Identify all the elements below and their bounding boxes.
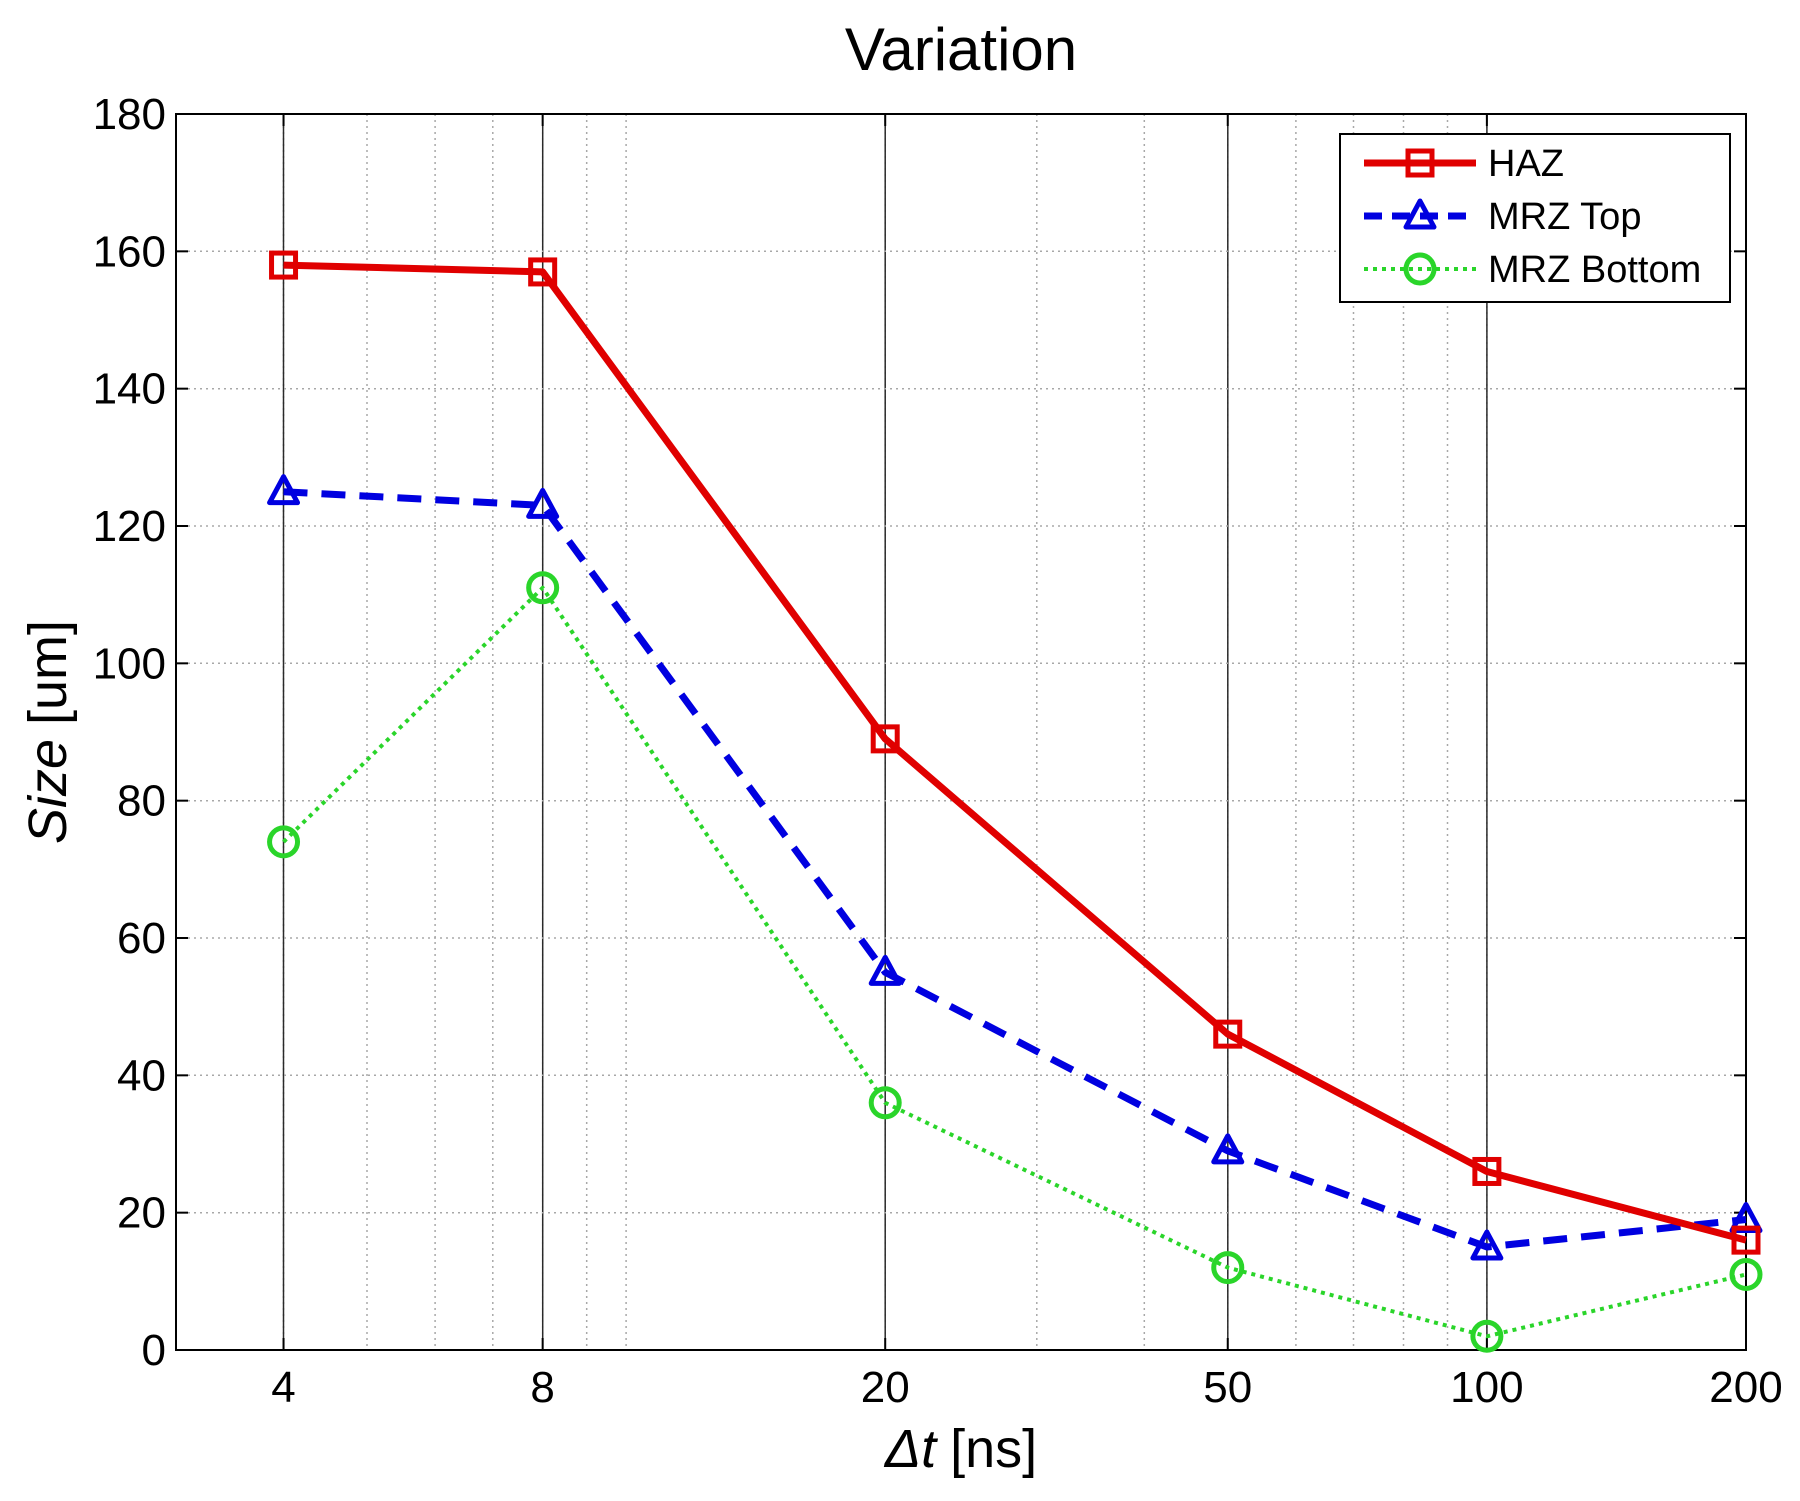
data-point-haz bbox=[528, 257, 558, 287]
axis-ticks: 0 20 40 60 80 100 120 140 160 180 4 8 20 50 100 200 bbox=[93, 90, 1783, 1412]
series-line-haz bbox=[283, 261, 1747, 1244]
data-point-mrz-bottom bbox=[1470, 1319, 1504, 1353]
data-point-haz bbox=[870, 724, 900, 754]
data-point-mrz-bottom bbox=[267, 825, 301, 859]
data-point-mrz-top bbox=[868, 954, 902, 986]
legend-item-haz: HAZ bbox=[1364, 143, 1564, 185]
series-line-mrz-bottom bbox=[282, 585, 1747, 1339]
data-point-mrz-top bbox=[1211, 1133, 1245, 1165]
series-haz bbox=[269, 250, 1761, 1255]
legend-item-mrz-top: MRZ Top bbox=[1364, 196, 1641, 238]
legend: HAZ MRZ Top MRZ Bottom bbox=[1339, 133, 1731, 303]
x-tick-label: 100 bbox=[1450, 1363, 1523, 1412]
y-tick-label: 180 bbox=[93, 90, 166, 139]
plot-frame bbox=[175, 113, 1747, 1351]
data-point-haz bbox=[269, 250, 299, 280]
data-point-mrz-bottom bbox=[868, 1086, 902, 1120]
data-point-mrz-top bbox=[267, 474, 301, 506]
legend-items: HAZ MRZ Top MRZ Bottom bbox=[1364, 143, 1701, 291]
data-point-haz bbox=[1472, 1156, 1502, 1186]
data-point-mrz-bottom bbox=[526, 571, 560, 605]
legend-marker-mrz-bottom bbox=[1403, 252, 1437, 286]
y-tick-label: 160 bbox=[93, 227, 166, 276]
data-point-mrz-top bbox=[1470, 1229, 1504, 1261]
x-tick-label: 20 bbox=[861, 1363, 910, 1412]
data-point-haz bbox=[1731, 1225, 1761, 1255]
legend-label-mrz-bottom: MRZ Bottom bbox=[1488, 249, 1701, 291]
data-point-mrz-top bbox=[526, 487, 560, 519]
legend-marker-haz bbox=[1405, 148, 1435, 178]
y-tick-label: 140 bbox=[93, 365, 166, 414]
data-point-mrz-bottom bbox=[1729, 1257, 1763, 1291]
y-tick-label: 80 bbox=[117, 777, 166, 826]
series-line-mrz-top bbox=[283, 488, 1747, 1251]
legend-marker-mrz-top bbox=[1403, 198, 1437, 230]
data-point-mrz-bottom bbox=[1211, 1251, 1245, 1285]
y-tick-label: 0 bbox=[142, 1326, 166, 1375]
x-tick-label: 8 bbox=[530, 1363, 554, 1412]
x-axis-label: Δt [ns] bbox=[883, 1419, 1037, 1479]
data-point-haz bbox=[1213, 1019, 1243, 1049]
legend-label-mrz-top: MRZ Top bbox=[1488, 196, 1641, 238]
legend-item-mrz-bottom: MRZ Bottom bbox=[1364, 249, 1701, 291]
x-axis-unit: [ns] bbox=[950, 1419, 1037, 1479]
y-axis-symbol: Size bbox=[18, 739, 78, 844]
y-axis-unit: [um] bbox=[18, 620, 78, 725]
x-axis-symbol: Δt bbox=[883, 1419, 938, 1479]
y-axis-label: Size [um] bbox=[18, 620, 78, 844]
chart-title: Variation bbox=[845, 16, 1077, 83]
y-tick-label: 60 bbox=[117, 914, 166, 963]
y-tick-label: 100 bbox=[93, 639, 166, 688]
x-tick-label: 4 bbox=[271, 1363, 295, 1412]
y-tick-label: 40 bbox=[117, 1051, 166, 1100]
series-layer bbox=[267, 250, 1763, 1353]
y-tick-label: 120 bbox=[93, 502, 166, 551]
x-tick-label: 50 bbox=[1203, 1363, 1252, 1412]
x-tick-label: 200 bbox=[1709, 1363, 1782, 1412]
y-tick-label: 20 bbox=[117, 1189, 166, 1238]
series-mrz-bottom bbox=[267, 571, 1763, 1353]
legend-label-haz: HAZ bbox=[1488, 143, 1564, 185]
